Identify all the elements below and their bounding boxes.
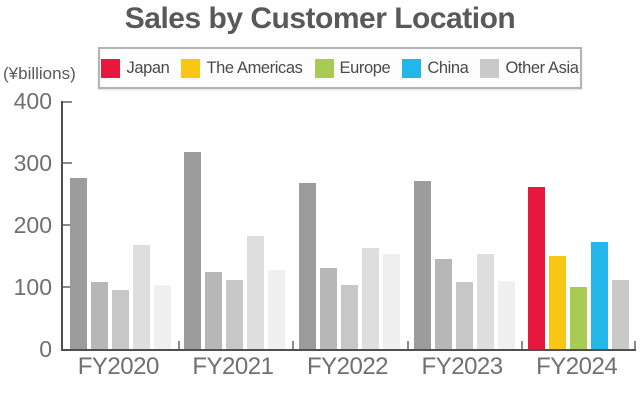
- y-axis-unit-label: (¥billions): [3, 64, 76, 83]
- bar-fy2023-europe: [455, 282, 473, 349]
- legend-swatch-icon: [314, 58, 334, 78]
- legend-label: The Americas: [206, 58, 303, 77]
- x-axis-tick: [178, 341, 180, 349]
- x-axis-tick: [407, 341, 409, 349]
- bar-fy2023-china: [476, 254, 494, 349]
- bar-fy2024-the-americas: [549, 256, 567, 349]
- legend-item-other-asia: Other Asia: [480, 58, 579, 78]
- x-tick-label-fy2024: FY2024: [536, 353, 618, 380]
- bar-fy2020-the-americas: [90, 282, 108, 349]
- bar-fy2024-japan: [528, 187, 546, 349]
- bar-fy2022-europe: [340, 285, 358, 349]
- legend-swatch-icon: [480, 58, 500, 78]
- bar-group-fy2023: [407, 101, 522, 349]
- y-axis-tick: [63, 286, 72, 288]
- plot-area: [61, 101, 636, 351]
- bar-fy2020-other-asia: [153, 285, 171, 349]
- bar-fy2024-other-asia: [612, 280, 630, 349]
- bar-fy2022-the-americas: [319, 268, 337, 349]
- y-axis-tick: [63, 162, 72, 164]
- bar-fy2023-japan: [413, 181, 431, 349]
- x-tick-label-fy2023: FY2023: [421, 353, 504, 380]
- legend-item-the-americas: The Americas: [181, 58, 303, 78]
- bar-fy2023-other-asia: [497, 281, 515, 349]
- chart-title: Sales by Customer Location: [124, 2, 516, 35]
- bar-group-fy2024: [521, 101, 636, 349]
- bar-group-fy2022: [292, 101, 407, 349]
- x-tick-label-fy2020: FY2020: [77, 353, 160, 380]
- bar-group-fy2020: [63, 101, 178, 349]
- bar-fy2020-japan: [69, 178, 87, 349]
- x-tick-label-fy2022: FY2022: [306, 353, 389, 380]
- bar-fy2021-other-asia: [268, 270, 286, 349]
- bar-fy2022-china: [361, 248, 379, 349]
- legend-swatch-icon: [181, 58, 201, 78]
- x-axis-tick: [292, 341, 294, 349]
- bar-fy2024-china: [591, 242, 609, 349]
- legend-item-china: China: [402, 58, 469, 78]
- bar-fy2022-other-asia: [382, 254, 400, 349]
- legend-item-europe: Europe: [314, 58, 391, 78]
- bar-fy2021-the-americas: [205, 272, 223, 349]
- legend-item-japan: Japan: [101, 58, 170, 78]
- y-tick-label: 300: [13, 150, 52, 176]
- x-axis-tick: [634, 341, 636, 349]
- legend-label: Japan: [126, 58, 170, 77]
- legend: Japan The Americas Europe China Other Asia: [98, 47, 582, 89]
- legend-swatch-icon: [402, 58, 422, 78]
- bar-fy2021-europe: [226, 280, 244, 349]
- bar-fy2024-europe: [570, 287, 588, 349]
- x-axis-tick: [521, 341, 523, 349]
- y-tick-label: 200: [13, 212, 52, 238]
- bar-fy2021-china: [247, 236, 265, 349]
- y-tick-label: 0: [39, 336, 52, 362]
- y-axis-labels: 0 100 200 300 400: [0, 88, 56, 362]
- x-axis-labels: FY2020 FY2021 FY2022 FY2023 FY2024: [61, 353, 634, 381]
- legend-label: China: [427, 58, 469, 77]
- bar-fy2021-japan: [184, 152, 202, 349]
- bar-fy2020-china: [132, 245, 150, 349]
- legend-label: Other Asia: [505, 58, 579, 77]
- bar-fy2020-europe: [111, 290, 129, 349]
- bar-fy2022-japan: [298, 183, 316, 349]
- x-tick-label-fy2021: FY2021: [192, 353, 274, 380]
- legend-swatch-icon: [101, 58, 121, 78]
- y-tick-label: 100: [13, 274, 52, 300]
- y-axis-tick: [63, 101, 72, 103]
- y-tick-label: 400: [13, 88, 52, 114]
- legend-label: Europe: [339, 58, 391, 77]
- y-axis-tick: [63, 224, 72, 226]
- bar-fy2023-the-americas: [434, 259, 452, 349]
- bar-group-fy2021: [178, 101, 293, 349]
